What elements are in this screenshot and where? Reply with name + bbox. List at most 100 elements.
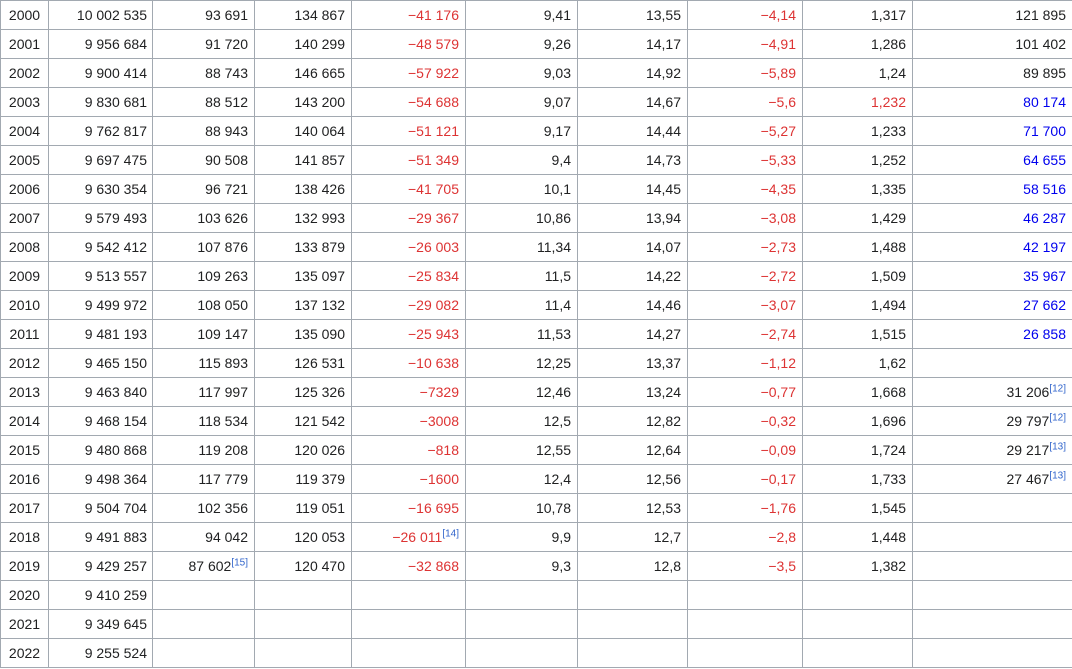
- reference-link[interactable]: [15]: [231, 557, 248, 569]
- extra-cell-value: 58 516: [1023, 181, 1066, 197]
- deaths-cell: 119 379: [254, 464, 352, 494]
- birth-rate-cell: 9,41: [465, 0, 578, 30]
- fertility-cell: [802, 609, 913, 639]
- deaths-cell: 120 053: [254, 522, 352, 552]
- birth-rate-cell-value: 10,86: [535, 210, 571, 226]
- extra-cell-value: 101 402: [1015, 36, 1066, 52]
- natural-change-rate-cell-value: −0,32: [760, 413, 796, 429]
- deaths-cell: [254, 609, 352, 639]
- births-cell: 107 876: [152, 232, 255, 262]
- table-row: 2010 9 499 972 108 050 137 132 −29 082 11,4 14…: [0, 290, 1072, 320]
- year-cell-value: 2007: [8, 210, 41, 226]
- birth-rate-cell-value: 11,4: [544, 297, 571, 313]
- natural-change-rate-cell: [687, 638, 803, 668]
- fertility-cell: 1,335: [802, 174, 913, 204]
- table-row: 2005 9 697 475 90 508 141 857 −51 349 9,4 14,7…: [0, 145, 1072, 175]
- natural-change-cell: −7329: [351, 377, 466, 407]
- natural-change-rate-cell-value: −0,77: [760, 384, 796, 400]
- year-cell-value: 2013: [8, 384, 41, 400]
- year-cell-value: 2004: [8, 123, 41, 139]
- death-rate-cell: 12,82: [577, 406, 688, 436]
- population-cell-value: 9 630 354: [84, 181, 147, 197]
- fertility-cell-value: 1,724: [870, 442, 906, 458]
- natural-change-cell: −41 176: [351, 0, 466, 30]
- reference-link[interactable]: [14]: [442, 528, 459, 540]
- extra-cell-value: 46 287: [1023, 210, 1066, 226]
- natural-change-cell-value: −54 688: [408, 94, 459, 110]
- fertility-cell: 1,545: [802, 493, 913, 523]
- births-cell-value: 119 208: [198, 442, 248, 458]
- birth-rate-cell-value: 12,5: [543, 413, 571, 429]
- reference-link[interactable]: [13]: [1049, 441, 1066, 453]
- birth-rate-cell-value: 9,41: [543, 7, 571, 23]
- birth-rate-cell-value: 11,34: [537, 239, 571, 255]
- deaths-cell: 134 867: [254, 0, 352, 30]
- reference-link[interactable]: [12]: [1049, 383, 1066, 395]
- extra-cell: 121 895: [912, 0, 1072, 30]
- population-cell: 9 480 868: [48, 435, 153, 465]
- death-rate-cell-value: 12,82: [645, 413, 681, 429]
- fertility-cell: 1,494: [802, 290, 913, 320]
- births-cell-value: 108 050: [197, 297, 248, 313]
- births-cell-value: 88 943: [205, 123, 248, 139]
- population-cell: 9 900 414: [48, 58, 153, 88]
- natural-change-rate-cell-value: −5,33: [760, 152, 796, 168]
- year-cell-value: 2021: [8, 616, 41, 632]
- table-row: 2012 9 465 150 115 893 126 531 −10 638 12,25 1…: [0, 348, 1072, 378]
- fertility-cell: 1,448: [802, 522, 913, 552]
- births-cell-value: 103 626: [197, 210, 248, 226]
- birth-rate-cell-value: 9,4: [551, 152, 571, 168]
- population-cell-value: 9 542 412: [84, 239, 147, 255]
- population-cell-value: 9 465 150: [84, 355, 147, 371]
- fertility-cell-value: 1,448: [870, 529, 906, 545]
- births-cell-value: 88 743: [205, 65, 248, 81]
- year-cell: 2016: [0, 464, 49, 494]
- table-row: 2016 9 498 364 117 779 119 379 −1600 12,4 12,5…: [0, 464, 1072, 494]
- natural-change-rate-cell-value: −5,89: [760, 65, 796, 81]
- extra-cell: 27 662: [912, 290, 1072, 320]
- death-rate-cell-value: 13,55: [645, 7, 681, 23]
- deaths-cell: 135 090: [254, 319, 352, 349]
- death-rate-cell-value: 14,27: [645, 326, 681, 342]
- deaths-cell-value: 135 097: [294, 268, 345, 284]
- natural-change-cell-value: −818: [427, 442, 459, 458]
- births-cell-value: 117 779: [198, 471, 248, 487]
- natural-change-cell-value: −26 011: [392, 529, 443, 545]
- birth-rate-cell-value: 12,55: [535, 442, 571, 458]
- table-row: 2008 9 542 412 107 876 133 879 −26 003 11,34 1…: [0, 232, 1072, 262]
- fertility-cell: [802, 580, 913, 610]
- birth-rate-cell: 12,55: [465, 435, 578, 465]
- birth-rate-cell-value: 12,4: [543, 471, 571, 487]
- year-cell: 2006: [0, 174, 49, 204]
- year-cell: 2014: [0, 406, 49, 436]
- births-cell: 117 779: [152, 464, 255, 494]
- table-row: 2020 9 410 259: [0, 580, 1072, 610]
- death-rate-cell: 14,44: [577, 116, 688, 146]
- birth-rate-cell: 9,07: [465, 87, 578, 117]
- population-cell: 9 830 681: [48, 87, 153, 117]
- natural-change-rate-cell: [687, 580, 803, 610]
- deaths-cell-value: 132 993: [294, 210, 345, 226]
- death-rate-cell: 14,45: [577, 174, 688, 204]
- population-cell: 9 956 684: [48, 29, 153, 59]
- births-cell: 91 720: [152, 29, 255, 59]
- birth-rate-cell-value: 11,53: [537, 326, 571, 342]
- fertility-cell: 1,509: [802, 261, 913, 291]
- extra-cell-value: 71 700: [1023, 123, 1066, 139]
- reference-link[interactable]: [12]: [1049, 412, 1066, 424]
- fertility-cell: 1,232: [802, 87, 913, 117]
- births-cell-value: 107 876: [197, 239, 248, 255]
- natural-change-cell-value: −25 834: [408, 268, 459, 284]
- death-rate-cell: [577, 580, 688, 610]
- births-cell: 103 626: [152, 203, 255, 233]
- natural-change-rate-cell: −2,74: [687, 319, 803, 349]
- population-cell-value: 9 513 557: [84, 268, 147, 284]
- birth-rate-cell-value: 9,3: [551, 558, 571, 574]
- birth-rate-cell: 10,78: [465, 493, 578, 523]
- deaths-cell: 140 064: [254, 116, 352, 146]
- deaths-cell: 146 665: [254, 58, 352, 88]
- population-cell-value: 9 762 817: [84, 123, 147, 139]
- reference-link[interactable]: [13]: [1049, 470, 1066, 482]
- year-cell-value: 2011: [9, 326, 40, 342]
